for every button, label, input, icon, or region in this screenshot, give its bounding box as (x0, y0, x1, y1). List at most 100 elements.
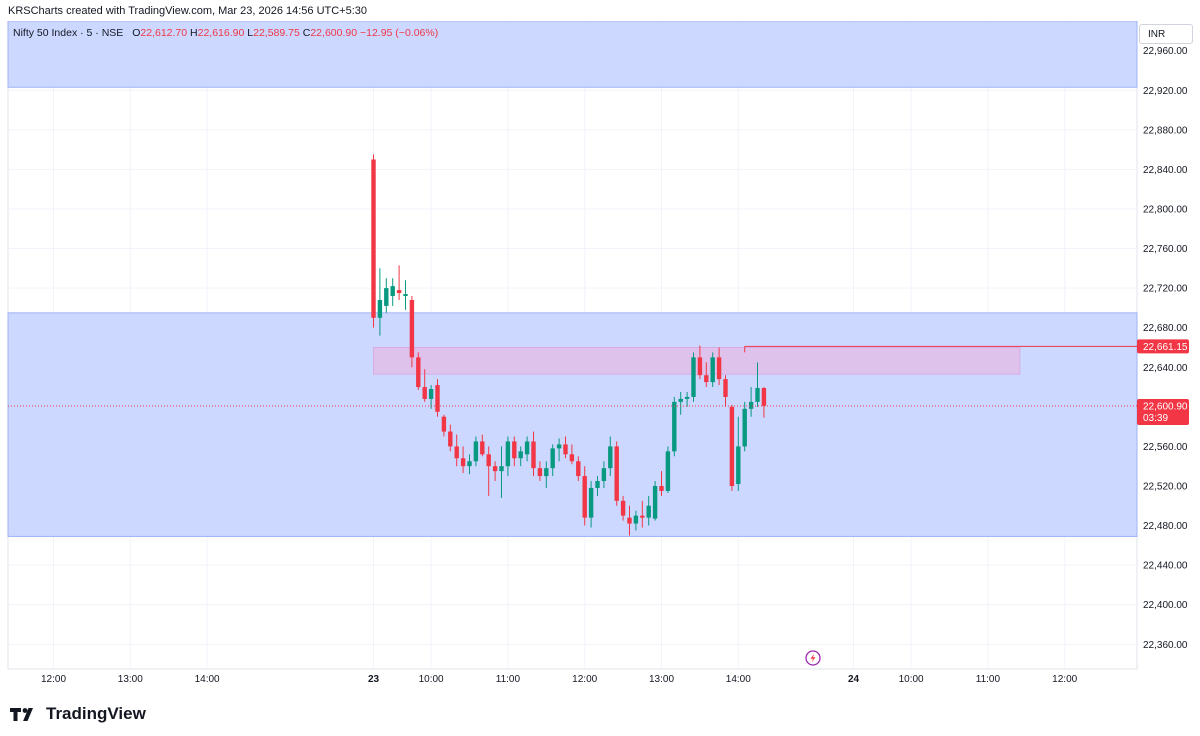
x-tick-label: 11:00 (976, 674, 1001, 685)
candle-body (403, 294, 408, 297)
y-tick-label: 22,800.00 (1143, 204, 1188, 215)
candle-body (512, 441, 517, 459)
symbol-legend: Nifty 50 Index · 5 · NSE O22,612.70 H22,… (13, 27, 438, 39)
candle-body (691, 357, 696, 397)
x-tick-label: 23 (368, 674, 380, 685)
open-value: 22,612.70 (140, 27, 188, 39)
x-tick-label: 24 (848, 674, 860, 685)
events-icon-bolt (810, 653, 816, 663)
candle-body (486, 454, 491, 467)
y-tick-label: 22,880.00 (1143, 125, 1188, 136)
candle-body (761, 388, 767, 406)
candle-body (473, 441, 479, 462)
candle-body (659, 485, 664, 491)
candle-body (595, 481, 600, 488)
candle-body (384, 288, 389, 306)
candle-body (614, 446, 619, 501)
y-tick-label: 22,760.00 (1143, 244, 1188, 255)
x-tick-label: 14:00 (195, 674, 220, 685)
y-tick-label: 22,440.00 (1143, 561, 1188, 572)
highlight-box (373, 347, 1021, 375)
last-price-tag (1137, 398, 1189, 425)
y-tick-label: 22,360.00 (1143, 640, 1188, 651)
candle-body (454, 446, 459, 459)
chart-area[interactable]: 22,360.00 22,400.00 22,440.00 22,480.00 22,5… (0, 21, 1200, 691)
candle-body (640, 515, 645, 518)
candle-body (524, 441, 530, 455)
open-label: O (132, 27, 141, 39)
candle-body (729, 406, 735, 486)
candle-body (633, 515, 639, 524)
candle-body (537, 468, 543, 477)
supply-demand-zone (7, 21, 1138, 88)
y-tick-label: 22,640.00 (1143, 363, 1188, 374)
candle-body (569, 454, 575, 462)
high-label: H (190, 27, 198, 39)
candle-body (531, 441, 536, 469)
candle-body (371, 159, 376, 318)
candle-body (646, 505, 651, 518)
low-label: L (247, 27, 254, 39)
candle-body (448, 431, 453, 447)
candle-body (710, 357, 715, 383)
x-tick-label: 12:00 (41, 674, 66, 685)
x-tick-label: 12:00 (572, 674, 597, 685)
x-tick-label: 13:00 (118, 674, 143, 685)
candle-body (499, 466, 504, 472)
candle-body (435, 385, 440, 412)
candle-body (480, 441, 485, 455)
candle-body (550, 448, 555, 469)
x-tick-label: 14:00 (726, 674, 751, 685)
candle-body (704, 375, 709, 383)
currency-selector[interactable]: INR (1139, 24, 1193, 44)
candle-body (582, 476, 587, 518)
candle-body (742, 408, 747, 447)
high-value: 22,616.90 (197, 27, 245, 39)
candle-body (377, 299, 383, 318)
candle-body (441, 416, 447, 432)
candle-body (390, 286, 395, 297)
y-tick-label: 22,400.00 (1143, 600, 1188, 611)
y-tick-label: 22,480.00 (1143, 521, 1188, 532)
level-price-label: 22,661.15 (1143, 342, 1188, 353)
candle-body (556, 444, 562, 449)
candle-body (620, 500, 626, 516)
candle-body (684, 396, 690, 399)
close-value: 22,600.90 (310, 27, 358, 39)
candle-body (428, 389, 434, 399)
candle-body (467, 461, 472, 467)
events-lightning-icon[interactable] (805, 650, 821, 666)
y-tick-label: 22,560.00 (1143, 442, 1188, 453)
candle-body (409, 299, 415, 358)
candle-body (416, 357, 421, 388)
symbol-name: Nifty 50 Index · 5 · NSE (13, 27, 124, 39)
chart-credit-text: KRSCharts created with TradingView.com, … (8, 5, 368, 17)
x-tick-label: 12:00 (1052, 674, 1077, 685)
tradingview-logo-icon (10, 708, 33, 721)
candle-body (422, 387, 427, 399)
change-value: −12.95 (−0.06%) (359, 27, 439, 39)
candle-body (697, 357, 703, 376)
candle-body (608, 446, 613, 469)
x-tick-label: 10:00 (419, 674, 444, 685)
candle-body (576, 461, 581, 477)
candle-body (678, 398, 683, 402)
candle-body (652, 485, 658, 519)
y-tick-label: 22,720.00 (1143, 284, 1188, 295)
candle-body (736, 446, 741, 484)
y-tick-label: 22,960.00 (1143, 46, 1188, 57)
x-tick-label: 10:00 (899, 674, 924, 685)
tradingview-logo[interactable]: TradingView (10, 702, 146, 726)
y-tick-label: 22,680.00 (1143, 323, 1188, 334)
candle-body (755, 388, 760, 402)
candle-body (563, 444, 568, 455)
low-value: 22,589.75 (253, 27, 300, 39)
last-price-label: 22,600.90 (1143, 401, 1188, 412)
y-tick-label: 22,840.00 (1143, 165, 1188, 176)
candle-body (627, 517, 632, 524)
candle-body (588, 487, 594, 518)
candle-body (492, 466, 498, 472)
countdown-label: 03:39 (1143, 413, 1168, 424)
close-label: C (302, 27, 311, 39)
x-tick-label: 13:00 (649, 674, 674, 685)
